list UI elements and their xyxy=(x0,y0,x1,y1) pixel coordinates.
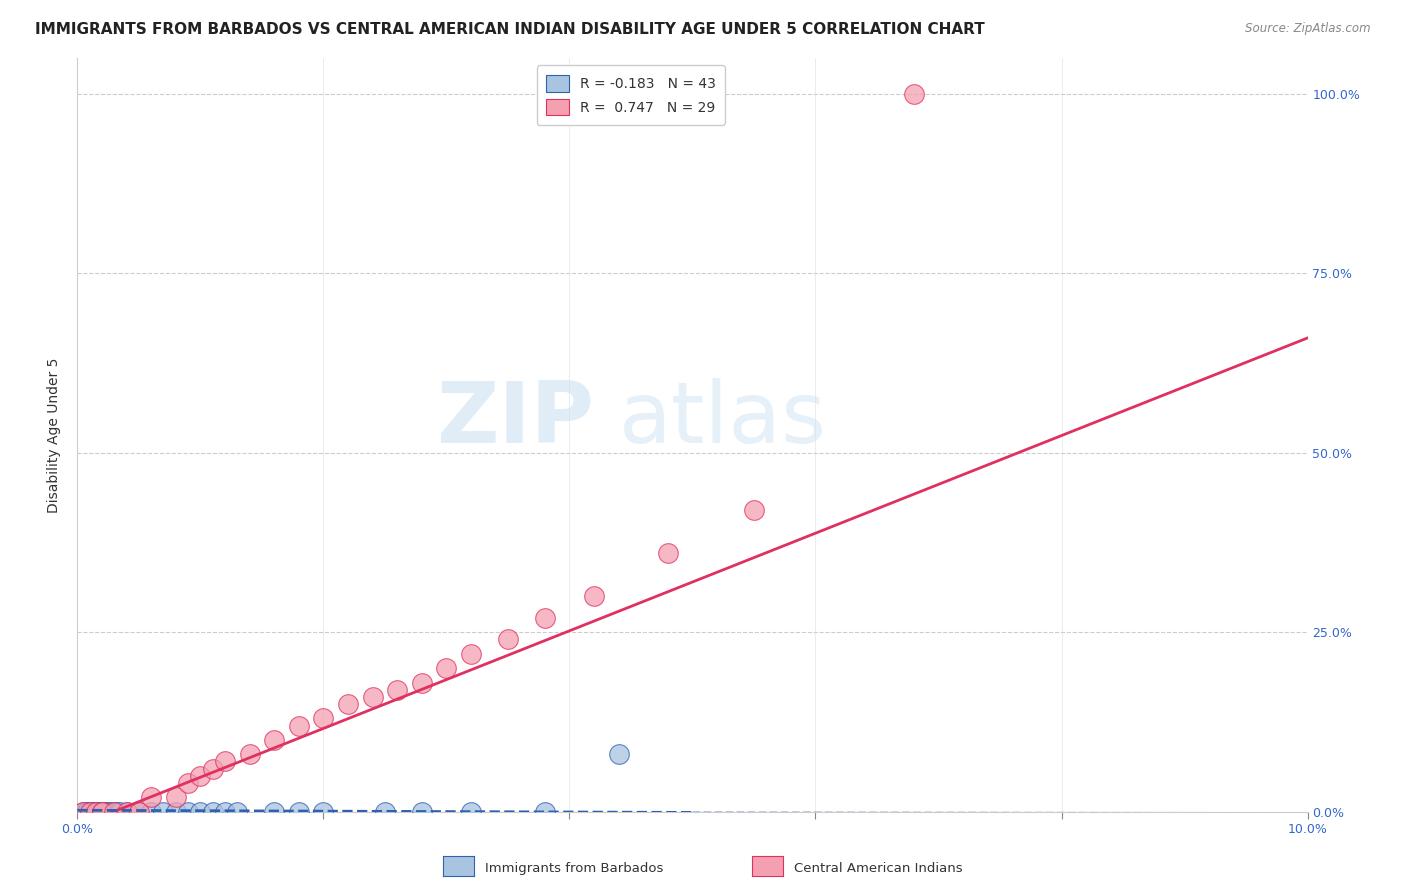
Point xyxy=(411,805,433,819)
Point xyxy=(97,805,120,819)
Point xyxy=(87,805,110,819)
Point xyxy=(82,805,104,819)
Point xyxy=(263,733,285,747)
Point xyxy=(79,805,101,819)
Text: Immigrants from Barbados: Immigrants from Barbados xyxy=(485,863,664,875)
Point xyxy=(115,805,138,819)
Point xyxy=(188,769,212,783)
Point xyxy=(460,805,482,819)
Point xyxy=(84,805,107,819)
Point xyxy=(76,805,98,819)
Point xyxy=(165,790,187,805)
Point xyxy=(84,805,107,819)
Point xyxy=(436,661,458,675)
Point xyxy=(361,690,384,704)
Point xyxy=(534,805,557,819)
Point xyxy=(141,805,163,819)
Point xyxy=(288,805,311,819)
Point xyxy=(103,805,125,819)
Point xyxy=(201,762,224,776)
Point xyxy=(214,805,236,819)
Point xyxy=(496,632,519,647)
Point xyxy=(103,805,125,819)
Point xyxy=(201,805,224,819)
Legend: R = -0.183   N = 43, R =  0.747   N = 29: R = -0.183 N = 43, R = 0.747 N = 29 xyxy=(537,65,725,125)
Point xyxy=(337,697,360,711)
Text: Central American Indians: Central American Indians xyxy=(794,863,963,875)
Point xyxy=(312,805,335,819)
Point xyxy=(657,546,679,560)
Point xyxy=(90,805,114,819)
Point xyxy=(93,805,115,819)
Point xyxy=(128,805,150,819)
Point xyxy=(72,805,94,819)
Point xyxy=(105,805,128,819)
Point xyxy=(90,805,114,819)
Point xyxy=(214,755,236,769)
Point xyxy=(165,805,187,819)
Point xyxy=(263,805,285,819)
Point xyxy=(141,790,163,805)
Point xyxy=(79,805,101,819)
Point xyxy=(83,805,105,819)
Point xyxy=(226,805,249,819)
Point xyxy=(534,611,557,625)
Point xyxy=(79,805,101,819)
Point xyxy=(90,805,114,819)
Point xyxy=(374,805,396,819)
Point xyxy=(312,711,335,725)
Text: IMMIGRANTS FROM BARBADOS VS CENTRAL AMERICAN INDIAN DISABILITY AGE UNDER 5 CORRE: IMMIGRANTS FROM BARBADOS VS CENTRAL AMER… xyxy=(35,22,984,37)
Text: atlas: atlas xyxy=(619,378,827,461)
Point xyxy=(79,805,101,819)
Point xyxy=(90,805,114,819)
Point xyxy=(903,87,925,101)
Y-axis label: Disability Age Under 5: Disability Age Under 5 xyxy=(48,357,62,513)
Point xyxy=(177,805,200,819)
Point xyxy=(607,747,630,762)
Point xyxy=(84,805,107,819)
Point xyxy=(460,647,482,661)
Point xyxy=(75,805,97,819)
Point xyxy=(239,747,262,762)
Point xyxy=(411,675,433,690)
Point xyxy=(152,805,174,819)
Point xyxy=(90,805,114,819)
Point xyxy=(89,805,111,819)
Point xyxy=(115,805,138,819)
Point xyxy=(583,590,606,604)
Point xyxy=(128,805,150,819)
Point xyxy=(385,682,409,697)
Point xyxy=(100,805,122,819)
Point xyxy=(288,718,311,732)
Point xyxy=(72,805,94,819)
Point xyxy=(188,805,212,819)
Point xyxy=(94,805,117,819)
Point xyxy=(103,805,125,819)
Point xyxy=(86,805,108,819)
Point xyxy=(82,805,104,819)
Text: ZIP: ZIP xyxy=(436,378,595,461)
Point xyxy=(177,776,200,790)
Point xyxy=(110,805,132,819)
Text: Source: ZipAtlas.com: Source: ZipAtlas.com xyxy=(1246,22,1371,36)
Point xyxy=(742,503,765,517)
